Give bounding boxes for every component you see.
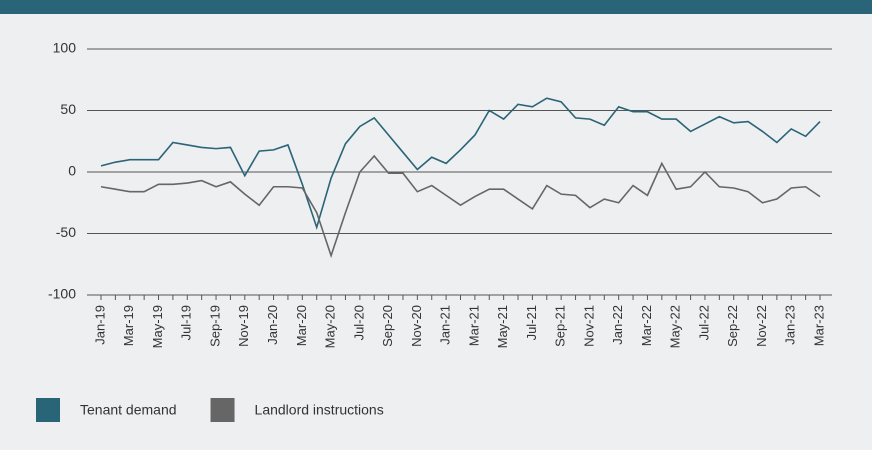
x-tick-label: Nov-21 [581, 305, 596, 347]
legend-swatch [36, 398, 60, 422]
x-tick-label: Mar-21 [466, 305, 481, 346]
x-tick-label: Mar-20 [294, 305, 309, 346]
x-tick-label: Sep-22 [725, 305, 740, 347]
y-tick-label: 50 [60, 101, 76, 117]
x-tick-label: Jan-21 [438, 305, 453, 345]
x-tick-label: May-21 [495, 305, 510, 348]
y-tick-label: -100 [48, 286, 76, 302]
legend-label: Landlord instructions [255, 402, 384, 418]
x-tick-label: Nov-22 [754, 305, 769, 347]
x-tick-label: Mar-23 [811, 305, 826, 346]
x-tick-label: Nov-19 [236, 305, 251, 347]
x-tick-label: Jul-19 [179, 305, 194, 340]
x-tick-label: Nov-20 [409, 305, 424, 347]
x-tick-label: Sep-21 [553, 305, 568, 347]
x-tick-label: Jan-23 [783, 305, 798, 345]
x-tick-label: Jan-19 [92, 305, 107, 345]
x-tick-label: Sep-19 [207, 305, 222, 347]
x-tick-label: Jan-22 [610, 305, 625, 345]
x-tick-label: Mar-22 [639, 305, 654, 346]
x-tick-label: May-19 [150, 305, 165, 348]
legend-label: Tenant demand [80, 402, 177, 418]
x-tick-label: Mar-19 [121, 305, 136, 346]
line-series [100, 154, 821, 259]
x-tick-label: May-22 [668, 305, 683, 348]
y-tick-label: 100 [53, 40, 77, 56]
x-tick-label: Jan-20 [265, 305, 280, 345]
x-tick-label: May-20 [323, 305, 338, 348]
y-tick-label: -50 [56, 224, 76, 240]
x-tick-label: Sep-20 [380, 305, 395, 347]
x-tick-label: Jul-22 [696, 305, 711, 340]
header-bar [0, 0, 872, 14]
x-tick-label: Jul-20 [351, 305, 366, 340]
x-tick-label: Jul-21 [524, 305, 539, 340]
line-series [100, 97, 821, 231]
y-tick-label: 0 [68, 163, 76, 179]
legend-swatch [210, 398, 235, 422]
